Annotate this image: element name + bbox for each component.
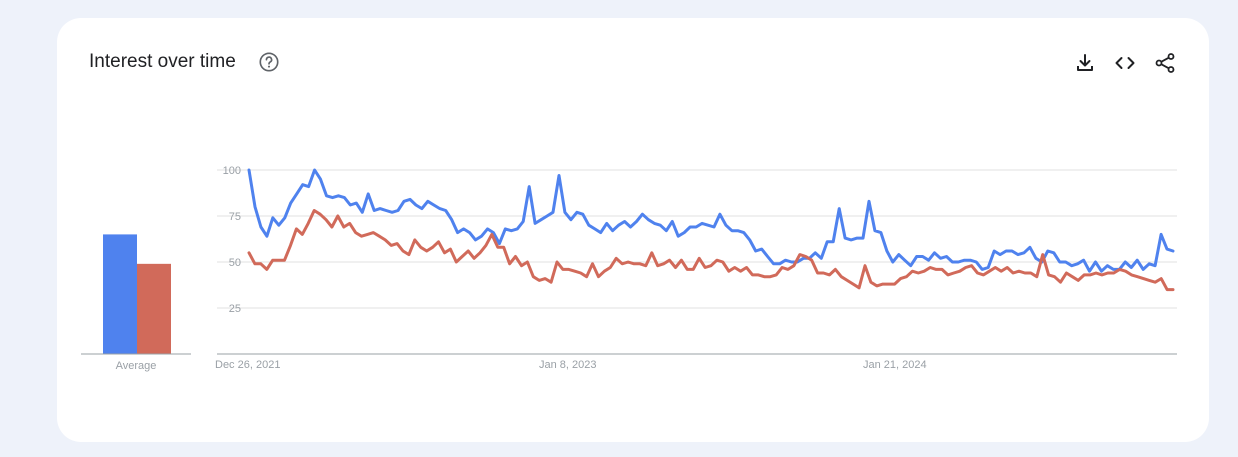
average-bar-2 <box>137 263 171 354</box>
interest-chart: Average 25 50 75 100 Dec 26, 2021 Jan 8, 2023… <box>81 165 1177 372</box>
y-tick-label-50: 50 <box>229 257 241 269</box>
embed-code-icon[interactable] <box>1113 51 1137 75</box>
card-title: Interest over time <box>89 51 236 72</box>
average-bar-1 <box>103 234 137 354</box>
share-icon[interactable] <box>1153 51 1177 75</box>
average-label: Average <box>116 360 157 372</box>
y-tick-label-25: 25 <box>229 303 241 315</box>
x-tick-label-3: Jan 21, 2024 <box>863 359 927 371</box>
interest-over-time-card: Interest over time Average 25 50 75 100 Dec … <box>57 18 1209 442</box>
interest-line-chart: 25 50 75 100 Dec 26, 2021 Jan 8, 2023 Jan 21, … <box>215 165 1177 371</box>
x-tick-label-1: Dec 26, 2021 <box>215 359 280 371</box>
series-line-2 <box>247 209 1175 292</box>
help-circle-icon[interactable] <box>258 51 280 73</box>
series-line-1 <box>247 168 1175 273</box>
x-tick-label-2: Jan 8, 2023 <box>539 359 597 371</box>
y-tick-label-75: 75 <box>229 211 241 223</box>
average-bar-chart: Average <box>81 234 191 372</box>
download-icon[interactable] <box>1073 51 1097 75</box>
y-tick-label-100: 100 <box>223 165 241 177</box>
